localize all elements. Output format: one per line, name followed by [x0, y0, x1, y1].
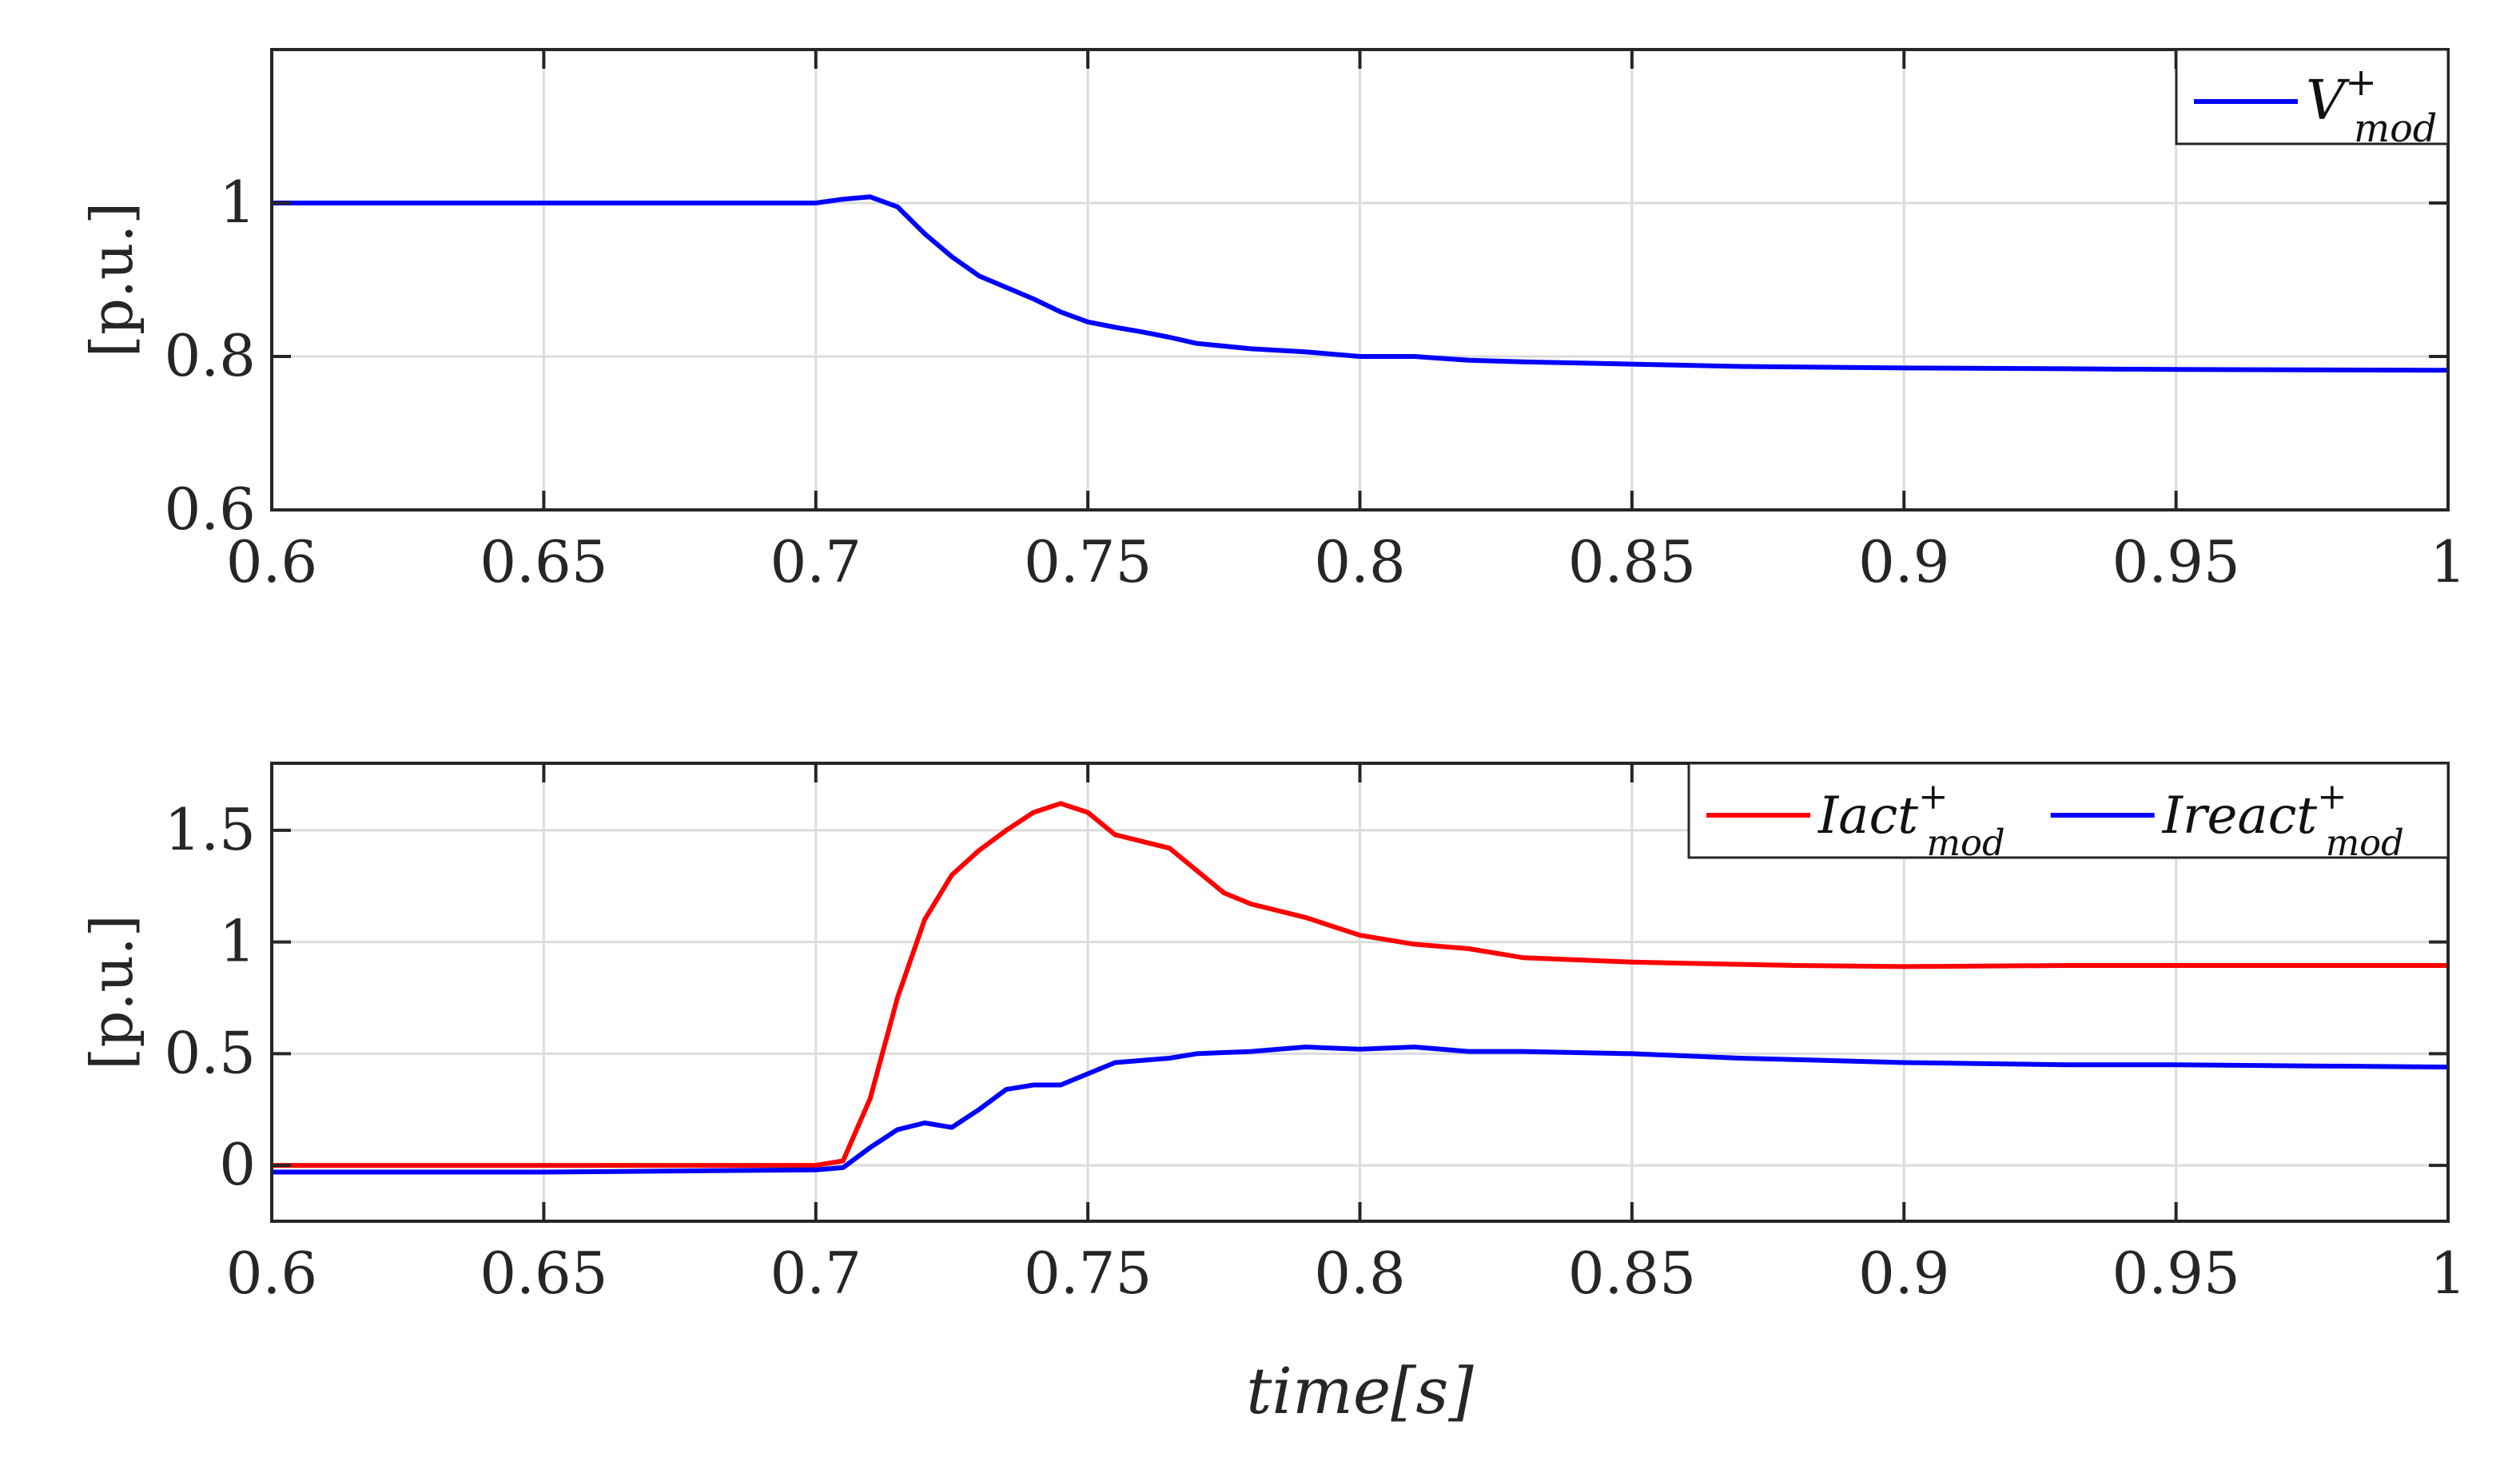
x-tick-label: 0.9	[1858, 1240, 1950, 1307]
x-tick-label: 0.85	[1568, 1240, 1696, 1307]
legend-box	[2175, 48, 2450, 145]
y-tick-label: 0	[219, 1131, 256, 1198]
x-tick-label: 0.65	[480, 528, 607, 595]
x-tick-label: 0.7	[770, 528, 862, 595]
x-tick-label: 0.8	[1314, 528, 1406, 595]
x-tick-label: 0.65	[480, 1240, 607, 1307]
voltage-plot: 0.6 0.65 0.7 0.75 0.8 0.85 0.9 0.95 1 0.6 0.8 1 [p.u…	[78, 48, 2466, 595]
y-tick-label: 1.5	[164, 796, 256, 863]
legend: V+ mod	[2175, 48, 2450, 151]
x-tick-label: 0.85	[1568, 528, 1696, 595]
x-tick-label: 0.8	[1314, 1240, 1406, 1307]
x-tick-label: 0.7	[770, 1240, 862, 1307]
legend-label-iact: Iact+ mod	[1817, 775, 2005, 864]
legend-box	[1687, 762, 2450, 859]
x-tick-label: 1	[2430, 528, 2466, 595]
x-tick-label: 0.75	[1024, 1240, 1152, 1307]
series-line-v	[272, 194, 2448, 373]
legend-label-v: V+ mod	[2306, 61, 2437, 151]
x-tick-label: 0.95	[2112, 528, 2239, 595]
y-tick-label: 0.5	[164, 1019, 256, 1086]
y-axis-label: [p.u.]	[78, 202, 145, 357]
series-line-ireact	[272, 1045, 2448, 1175]
y-tick-label: 0.8	[164, 322, 256, 389]
x-tick-label: 0.6	[226, 528, 318, 595]
x-axis-label: time[s]	[1246, 1354, 1474, 1428]
series-line-iact	[272, 801, 2448, 1168]
y-axis-label: [p.u.]	[78, 914, 145, 1069]
x-tick-label: 0.95	[2112, 1240, 2239, 1307]
x-tick-label: 0.6	[226, 1240, 318, 1307]
legend: Iact+ mod Ireact+ mod	[1687, 762, 2450, 864]
legend-label-ireact: Ireact+ mod	[2162, 775, 2404, 864]
y-tick-label: 0.6	[164, 476, 256, 543]
x-tick-label: 0.75	[1024, 528, 1152, 595]
x-tick-label: 1	[2430, 1240, 2466, 1307]
y-tick-label: 1	[219, 908, 256, 975]
current-plot: 0.6 0.65 0.7 0.75 0.8 0.85 0.9 0.95 1 0 0.5 1 1.5 [p.…	[78, 762, 2466, 1428]
y-tick-label: 1	[219, 169, 256, 236]
x-tick-label: 0.9	[1858, 528, 1950, 595]
